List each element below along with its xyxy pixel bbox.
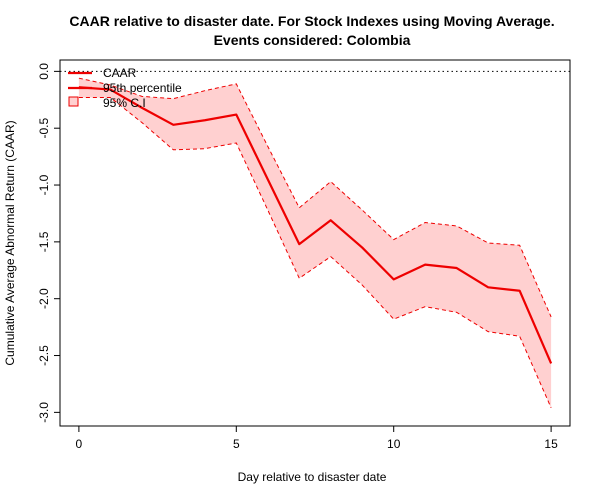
y-tick-label: -2.5 — [37, 345, 51, 366]
percentile-lower-line — [78, 97, 552, 409]
y-tick-label: -1.5 — [37, 231, 51, 252]
legend-ci-swatch — [68, 96, 79, 107]
x-tick-label: 10 — [387, 437, 401, 451]
legend-caar-label: CAAR — [103, 66, 137, 80]
x-axis-label: Day relative to disaster date — [238, 470, 387, 484]
x-tick-label: 0 — [76, 437, 83, 451]
plot-area — [60, 70, 570, 409]
ci-band — [78, 78, 552, 408]
chart-title-line1: CAAR relative to disaster date. For Stoc… — [69, 13, 554, 29]
caar-line — [78, 86, 553, 364]
y-tick-label: 0.0 — [37, 63, 51, 80]
y-tick-label: -1.0 — [37, 174, 51, 195]
y-axis: 0.0 -0.5 -1.0 -1.5 -2.0 -2.5 -3.0 — [37, 63, 61, 423]
y-axis-label: Cumulative Average Abnormal Return (CAAR… — [3, 120, 17, 365]
x-tick-label: 5 — [233, 437, 240, 451]
chart-title-line2: Events considered: Colombia — [214, 32, 411, 48]
y-tick-label: -3.0 — [37, 402, 51, 423]
legend-ci-label: 95% C.I — [103, 96, 146, 110]
legend-percentile-label: 95th percentile — [103, 81, 182, 95]
x-axis: 0 5 10 15 — [76, 425, 558, 451]
y-tick-label: -2.0 — [37, 288, 51, 309]
percentile-upper-line — [78, 77, 552, 318]
legend: CAAR 95th percentile 95% C.I — [68, 66, 182, 110]
y-tick-label: -0.5 — [37, 118, 51, 139]
x-tick-label: 15 — [544, 437, 558, 451]
